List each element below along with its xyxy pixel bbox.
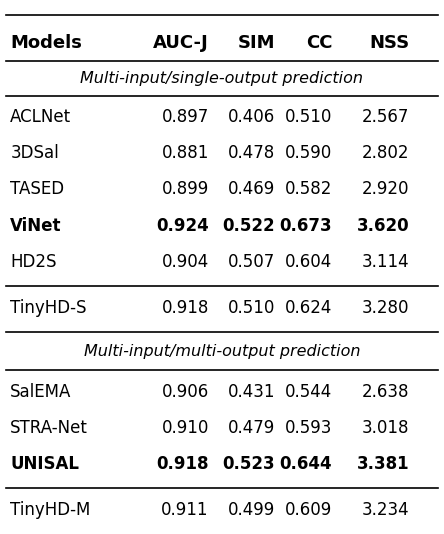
Text: 3.018: 3.018 — [362, 419, 409, 437]
Text: 0.510: 0.510 — [285, 108, 332, 126]
Text: 0.899: 0.899 — [162, 180, 209, 199]
Text: 0.406: 0.406 — [228, 108, 275, 126]
Text: 0.431: 0.431 — [227, 383, 275, 401]
Text: 0.911: 0.911 — [161, 501, 209, 519]
Text: HD2S: HD2S — [10, 253, 57, 271]
Text: 0.624: 0.624 — [285, 299, 332, 317]
Text: 0.522: 0.522 — [222, 217, 275, 234]
Text: 3.234: 3.234 — [362, 501, 409, 519]
Text: 0.910: 0.910 — [161, 419, 209, 437]
Text: SalEMA: SalEMA — [10, 383, 71, 401]
Text: ACLNet: ACLNet — [10, 108, 71, 126]
Text: Models: Models — [10, 34, 82, 52]
Text: 0.469: 0.469 — [228, 180, 275, 199]
Text: 0.544: 0.544 — [285, 383, 332, 401]
Text: 3.620: 3.620 — [357, 217, 409, 234]
Text: 0.593: 0.593 — [285, 419, 332, 437]
Text: 0.904: 0.904 — [162, 253, 209, 271]
Text: 2.802: 2.802 — [362, 144, 409, 162]
Text: 0.918: 0.918 — [156, 455, 209, 473]
Text: 2.920: 2.920 — [362, 180, 409, 199]
Text: 0.507: 0.507 — [228, 253, 275, 271]
Text: Multi-input/single-output prediction: Multi-input/single-output prediction — [80, 71, 364, 86]
Text: 0.523: 0.523 — [222, 455, 275, 473]
Text: UNISAL: UNISAL — [10, 455, 79, 473]
Text: 0.479: 0.479 — [228, 419, 275, 437]
Text: 0.897: 0.897 — [162, 108, 209, 126]
Text: SIM: SIM — [238, 34, 275, 52]
Text: 3.280: 3.280 — [362, 299, 409, 317]
Text: 0.604: 0.604 — [285, 253, 332, 271]
Text: 0.510: 0.510 — [228, 299, 275, 317]
Text: STRA-Net: STRA-Net — [10, 419, 88, 437]
Text: 0.499: 0.499 — [228, 501, 275, 519]
Text: TASED: TASED — [10, 180, 64, 199]
Text: TinyHD-S: TinyHD-S — [10, 299, 87, 317]
Text: 0.906: 0.906 — [162, 383, 209, 401]
Text: 0.881: 0.881 — [161, 144, 209, 162]
Text: NSS: NSS — [369, 34, 409, 52]
Text: 0.673: 0.673 — [280, 217, 332, 234]
Text: 0.590: 0.590 — [285, 144, 332, 162]
Text: 0.644: 0.644 — [280, 455, 332, 473]
Text: CC: CC — [306, 34, 332, 52]
Text: 2.567: 2.567 — [362, 108, 409, 126]
Text: 2.638: 2.638 — [362, 383, 409, 401]
Text: TinyHD-M: TinyHD-M — [10, 501, 91, 519]
Text: AUC-J: AUC-J — [153, 34, 209, 52]
Text: 0.918: 0.918 — [161, 299, 209, 317]
Text: 0.924: 0.924 — [156, 217, 209, 234]
Text: 0.478: 0.478 — [228, 144, 275, 162]
Text: 0.609: 0.609 — [285, 501, 332, 519]
Text: 3DSal: 3DSal — [10, 144, 59, 162]
Text: 0.582: 0.582 — [285, 180, 332, 199]
Text: ViNet: ViNet — [10, 217, 62, 234]
Text: 3.381: 3.381 — [357, 455, 409, 473]
Text: 3.114: 3.114 — [362, 253, 409, 271]
Text: Multi-input/multi-output prediction: Multi-input/multi-output prediction — [84, 344, 360, 359]
